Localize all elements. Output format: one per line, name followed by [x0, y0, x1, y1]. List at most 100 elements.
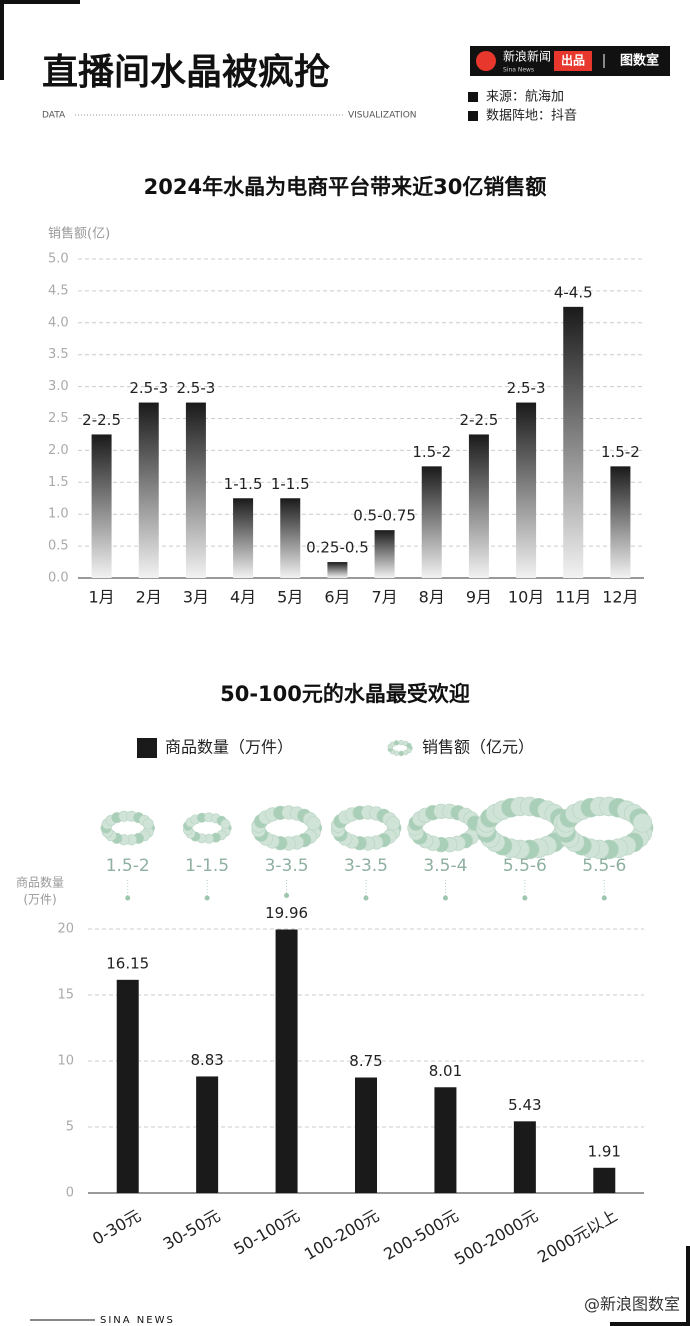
x-tick-label: 8月	[419, 588, 445, 607]
value-label: 0.25-0.5	[306, 539, 369, 557]
y-tick-label: 1.5	[48, 475, 69, 490]
leader-dot	[601, 895, 607, 901]
bar	[593, 1167, 616, 1193]
y-tick-label: 0.5	[48, 539, 69, 554]
brand-tag: 出品	[561, 53, 585, 68]
x-tick-label: 3月	[183, 588, 209, 607]
value-label: 4-4.5	[554, 283, 593, 301]
chart-title: 2024年水晶为电商平台带来近30亿销售额	[144, 175, 547, 199]
leader-dot	[442, 895, 448, 901]
bar	[91, 434, 112, 578]
x-tick-label: 30-50元	[160, 1206, 224, 1254]
bracelet	[407, 803, 484, 853]
bracelet	[555, 796, 654, 860]
bracelet-label: 5.5-6	[503, 856, 547, 876]
x-tick-label: 100-200元	[301, 1206, 382, 1264]
value-label: 2.5-3	[507, 379, 546, 397]
bracelet	[387, 739, 413, 757]
x-tick-label: 200-500元	[380, 1206, 461, 1264]
value-label: 2-2.5	[82, 411, 121, 429]
x-tick-label: 4月	[230, 588, 256, 607]
x-tick-label: 7月	[371, 588, 397, 607]
bead	[632, 813, 653, 833]
y-tick-label: 15	[57, 988, 74, 1003]
bead	[393, 740, 400, 746]
bullet	[468, 111, 478, 121]
bracelet	[330, 805, 402, 851]
x-tick-label: 10月	[508, 588, 544, 607]
y-tick-label: 20	[57, 922, 74, 937]
bead	[220, 819, 231, 830]
leader-dot	[363, 895, 369, 901]
bar	[355, 1077, 377, 1193]
bar	[280, 498, 301, 578]
value-label: 5.43	[508, 1096, 541, 1114]
value-label: 2.5-3	[129, 379, 168, 397]
x-tick-label: 9月	[466, 588, 492, 607]
value-label: 16.15	[106, 954, 149, 972]
y-tick-label: 2.0	[48, 443, 69, 458]
bar	[275, 929, 298, 1193]
bar	[434, 1087, 457, 1193]
bar	[116, 979, 139, 1193]
value-label: 1.91	[588, 1142, 621, 1160]
axis-label: 商品数量	[16, 875, 64, 890]
value-label: 1.5-2	[412, 443, 451, 461]
bar	[327, 562, 348, 578]
bead	[306, 816, 321, 831]
page-title: 直播间水晶被疯抢	[42, 51, 331, 93]
bracelet-label: 5.5-6	[582, 856, 626, 876]
bar	[185, 402, 206, 578]
bar	[563, 306, 584, 578]
bracelet-label: 3-3.5	[265, 856, 309, 876]
chart-title: 50-100元的水晶最受欢迎	[220, 682, 470, 706]
x-tick-label: 11月	[555, 588, 591, 607]
bead	[398, 739, 404, 746]
x-tick-label: 1月	[88, 588, 114, 607]
y-tick-label: 4.5	[48, 283, 69, 298]
bar	[138, 402, 159, 578]
bar	[610, 466, 631, 578]
y-tick-label: 3.5	[48, 347, 69, 362]
value-label: 8.01	[429, 1062, 462, 1080]
x-tick-label: 12月	[602, 588, 638, 607]
frame-corner	[610, 1246, 690, 1326]
bracelet-label: 1-1.5	[185, 856, 229, 876]
bar	[421, 466, 442, 578]
value-label: 1-1.5	[224, 475, 263, 493]
value-label: 8.75	[349, 1052, 382, 1070]
brand-logo	[476, 51, 496, 71]
tag: VISUALIZATION	[348, 111, 417, 121]
leader-dot	[204, 895, 210, 901]
brand-tag-box	[554, 51, 592, 71]
axis-label: 销售额(亿)	[48, 226, 110, 242]
leader-dot	[125, 895, 131, 901]
tag: DATA	[42, 111, 66, 121]
bar	[196, 1076, 219, 1193]
bracelet	[100, 810, 155, 846]
value-label: 8.83	[190, 1051, 223, 1069]
x-tick-label: 5月	[277, 588, 303, 607]
x-tick-label: 2000元以上	[534, 1206, 620, 1267]
bead	[385, 816, 401, 831]
x-tick-label: 6月	[324, 588, 350, 607]
footer-left: SINA NEWS	[100, 1315, 175, 1326]
leader-dot	[522, 895, 528, 901]
y-tick-label: 0.0	[48, 571, 69, 586]
source: 来源：航海加	[486, 89, 564, 105]
bead	[142, 818, 154, 830]
y-tick-label: 10	[57, 1054, 74, 1069]
value-label: 0.5-0.75	[353, 507, 416, 525]
bracelet-label: 1.5-2	[106, 856, 150, 876]
bar	[468, 434, 489, 578]
bracelet-label: 3.5-4	[423, 856, 467, 876]
brand: 新浪新闻	[503, 49, 551, 64]
bead	[398, 750, 404, 757]
bracelet-label: 3-3.5	[344, 856, 388, 876]
axis-label: (万件)	[23, 893, 56, 907]
x-tick-label: 500-2000元	[451, 1206, 541, 1269]
footer-right: @新浪图数室	[584, 1295, 680, 1314]
legend-swatch	[137, 738, 157, 758]
value-label: 1.5-2	[601, 443, 640, 461]
